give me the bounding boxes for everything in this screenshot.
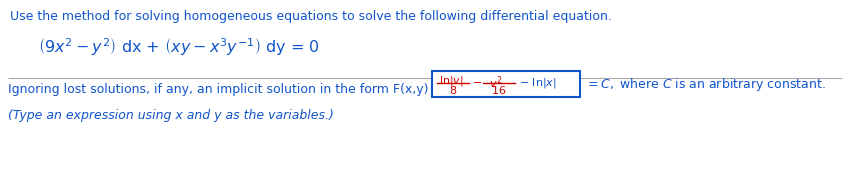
- Text: $-\ \ln|x|$: $-\ \ln|x|$: [519, 76, 557, 90]
- Text: $8$: $8$: [449, 84, 457, 96]
- Text: $\ln|v|$: $\ln|v|$: [439, 74, 464, 88]
- Text: $\left(9x^2-y^2\right)$ dx + $\left(xy-x^3y^{-1}\right)$ dy = 0: $\left(9x^2-y^2\right)$ dx + $\left(xy-x…: [38, 36, 320, 58]
- Text: Ignoring lost solutions, if any, an implicit solution in the form F(x,y) = C is: Ignoring lost solutions, if any, an impl…: [8, 83, 470, 96]
- Text: $v^2$: $v^2$: [489, 74, 502, 91]
- Text: $-$: $-$: [472, 76, 482, 86]
- Text: $= C,$ where $C$ is an arbitrary constant.: $= C,$ where $C$ is an arbitrary constan…: [585, 76, 825, 93]
- Text: $16$: $16$: [491, 84, 507, 96]
- FancyBboxPatch shape: [432, 71, 580, 97]
- Text: (Type an expression using x and y as the variables.): (Type an expression using x and y as the…: [8, 109, 334, 122]
- Text: Use the method for solving homogeneous equations to solve the following differen: Use the method for solving homogeneous e…: [10, 10, 612, 23]
